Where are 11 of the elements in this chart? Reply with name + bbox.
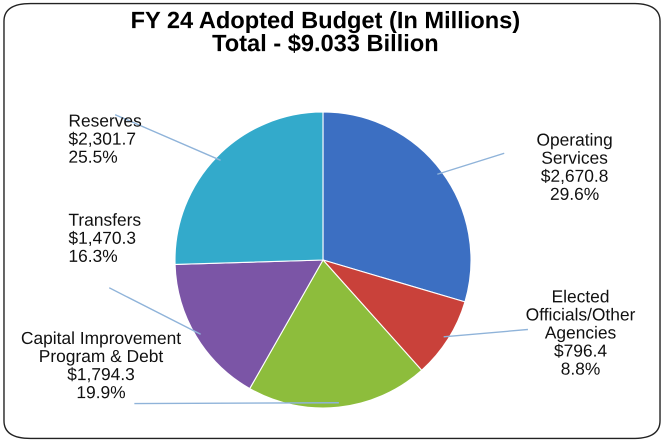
slice-label: Operating Services xyxy=(537,133,612,164)
data-label: $2,670.8 29.6% xyxy=(541,168,608,200)
data-label: $1,794.3 19.9% xyxy=(67,367,134,398)
data-label: $796.4 8.8% xyxy=(554,344,607,375)
data-label: $1,470.3 16.3% xyxy=(68,230,136,262)
data-label: $2,301.7 25.5% xyxy=(68,132,136,163)
slice-label: Reserves xyxy=(70,114,142,127)
slice-label: Transfers xyxy=(68,213,140,226)
slice-label: Elected Officials/Other Agencies xyxy=(526,290,636,342)
slice-label: Capital Improvement Program & Debt xyxy=(22,331,181,366)
chart-title: FY 24 Adopted Budget (In Millions) Total - $9.033 Billion xyxy=(132,11,519,53)
